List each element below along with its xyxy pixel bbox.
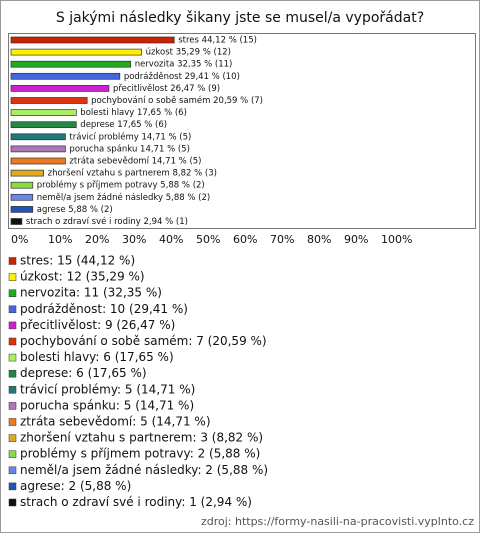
- legend-label: podrážděnost: 10 (29,41 %): [20, 302, 188, 316]
- bar: [10, 97, 88, 104]
- legend-swatch: [8, 289, 17, 297]
- legend-swatch: [8, 402, 17, 410]
- bar-label: pochybování o sobě samém 20,59 % (7): [91, 95, 263, 106]
- legend-label: problémy s příjmem potravy: 2 (5,88 %): [20, 447, 260, 461]
- x-tick-label: 50%: [196, 233, 220, 246]
- x-tick-label: 10%: [48, 233, 72, 246]
- x-tick-label: 20%: [85, 233, 109, 246]
- legend-label: ztráta sebevědomí: 5 (14,71 %): [20, 415, 211, 429]
- legend-label: stres: 15 (44,12 %): [20, 254, 135, 268]
- bar-label: strach o zdraví své i rodiny 2,94 % (1): [26, 216, 188, 227]
- legend-label: strach o zdraví své i rodiny: 1 (2,94 %): [20, 495, 252, 509]
- bar-label: stres 44,12 % (15): [178, 36, 257, 46]
- legend-label: trávicí problémy: 5 (14,71 %): [20, 382, 195, 396]
- legend-swatch: [8, 369, 17, 378]
- chart-title: S jakými následky šikany jste se musel/a…: [56, 10, 424, 26]
- legend-swatch: [8, 418, 17, 426]
- legend-label: zhoršení vztahu s partnerem: 3 (8,82 %): [20, 431, 263, 445]
- bar-label: bolesti hlavy 17,65 % (6): [80, 108, 187, 118]
- legend-label: porucha spánku: 5 (14,71 %): [20, 398, 194, 412]
- bar-label: agrese 5,88 % (2): [37, 205, 113, 215]
- bar: [10, 157, 66, 165]
- source: zdroj: https://formy-nasili-na-pracovist…: [201, 515, 474, 528]
- x-tick-label: 60%: [233, 233, 257, 246]
- x-tick-label: 100%: [381, 233, 412, 246]
- legend-swatch: [8, 450, 17, 458]
- legend-label: pochybování o sobě samém: 7 (20,59 %): [20, 334, 267, 348]
- legend-label: přecitlivělost: 9 (26,47 %): [20, 318, 175, 332]
- bar: [10, 133, 66, 141]
- legend-label: agrese: 2 (5,88 %): [20, 479, 131, 493]
- bar: [10, 193, 34, 201]
- bar: [10, 121, 77, 129]
- bar: [10, 206, 34, 213]
- bar-label: ztráta sebevědomí 14,71 % (5): [69, 157, 201, 167]
- bar: [10, 72, 121, 80]
- bar: [10, 48, 142, 56]
- bar: [10, 60, 132, 68]
- legend-label: úzkost: 12 (35,29 %): [20, 270, 145, 284]
- legend-label: deprese: 6 (17,65 %): [20, 366, 147, 380]
- legend-swatch: [8, 466, 17, 475]
- x-tick-label: 80%: [307, 233, 331, 246]
- bar: [10, 36, 175, 44]
- legend-label: bolesti hlavy: 6 (17,65 %): [20, 350, 174, 364]
- legend-swatch: [8, 305, 17, 314]
- bar-label: podrážděnost 29,41 % (10): [124, 72, 240, 82]
- bar-label: problémy s příjmem potravy 5,88 % (2): [37, 180, 205, 191]
- x-tick-label: 0%: [11, 233, 28, 246]
- bar-label: neměl/a jsem žádné následky 5,88 % (2): [37, 192, 210, 203]
- x-tick-label: 30%: [122, 233, 146, 246]
- legend-swatch: [8, 321, 17, 330]
- bar: [10, 109, 77, 116]
- bar: [10, 169, 44, 177]
- legend-swatch: [8, 434, 17, 442]
- x-tick-label: 90%: [344, 233, 368, 246]
- legend-label: nervozita: 11 (32,35 %): [20, 286, 162, 300]
- x-tick-label: 70%: [270, 233, 294, 246]
- bar-label: nervozita 32,35 % (11): [135, 60, 233, 70]
- bar-label: porucha spánku 14,71 % (5): [69, 144, 189, 154]
- bar-label: úzkost 35,29 % (12): [146, 48, 231, 58]
- legend-swatch: [8, 482, 17, 491]
- bar-label: přecitlivělost 26,47 % (9): [113, 84, 220, 94]
- legend-swatch: [8, 257, 17, 265]
- legend-swatch: [8, 386, 17, 394]
- bar-label: zhoršení vztahu s partnerem 8,82 % (3): [48, 168, 217, 179]
- legend-swatch: [8, 353, 17, 362]
- bar: [10, 85, 110, 92]
- legend-label: neměl/a jsem žádné následky: 2 (5,88 %): [20, 463, 268, 477]
- bar-label: trávicí problémy 14,71 % (5): [69, 131, 191, 142]
- legend-swatch: [8, 273, 17, 281]
- x-tick-label: 40%: [159, 233, 183, 246]
- bar: [10, 145, 66, 153]
- bar-label: deprese 17,65 % (6): [80, 120, 167, 130]
- legend-swatch: [8, 337, 17, 346]
- bar: [10, 181, 34, 189]
- legend-swatch: [8, 498, 17, 507]
- bar: [10, 218, 23, 225]
